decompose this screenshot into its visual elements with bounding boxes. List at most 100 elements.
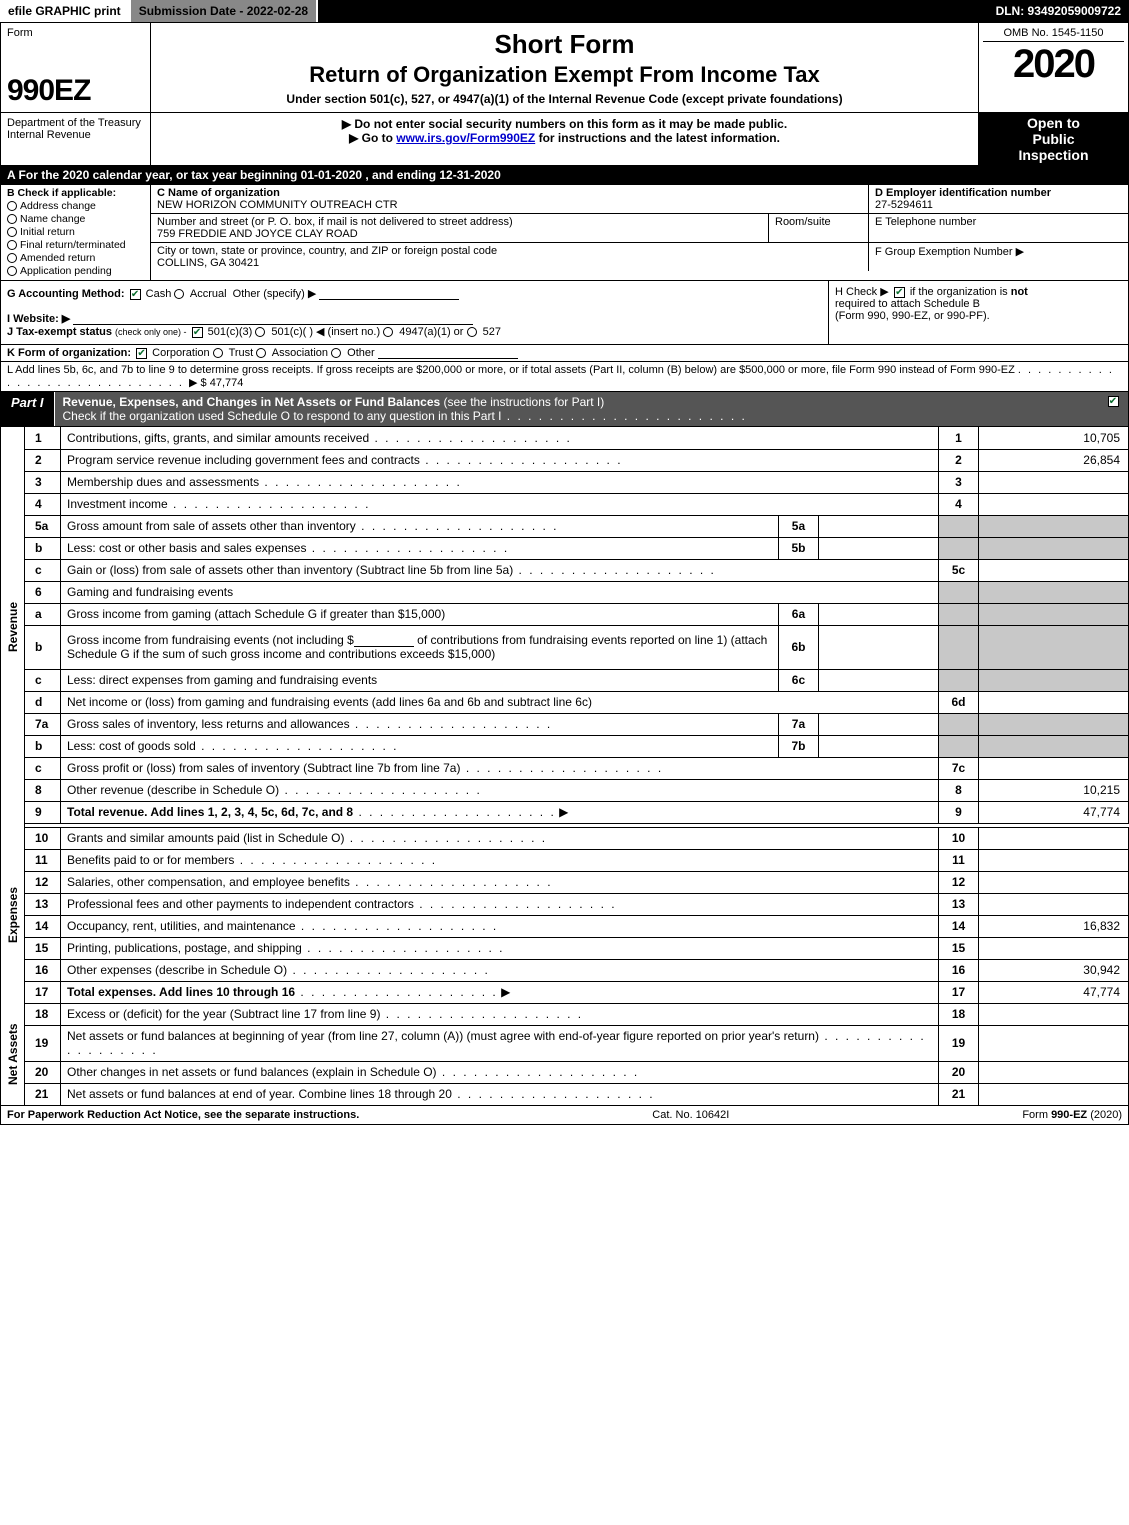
line-6b-desc: Gross income from fundraising events (no… bbox=[61, 625, 779, 669]
line-l-amount: ▶ $ 47,774 bbox=[189, 377, 243, 389]
line-5a-subval bbox=[818, 515, 938, 537]
line-5c-desc: Gain or (loss) from sale of assets other… bbox=[61, 559, 939, 581]
table-row: 9 Total revenue. Add lines 1, 2, 3, 4, 5… bbox=[1, 801, 1129, 823]
row-name-ein: C Name of organization NEW HORIZON COMMU… bbox=[151, 185, 1128, 214]
goto-post: for instructions and the latest informat… bbox=[535, 131, 780, 145]
street-value: 759 FREDDIE AND JOYCE CLAY ROAD bbox=[157, 228, 358, 240]
chk-final-return[interactable]: Final return/terminated bbox=[7, 239, 144, 251]
line-12-col: 12 bbox=[939, 871, 979, 893]
chk-trust[interactable] bbox=[213, 348, 223, 358]
chk-association[interactable] bbox=[256, 348, 266, 358]
open-to-public-block: Open to Public Inspection bbox=[978, 113, 1128, 165]
label-d: D Employer identification number bbox=[875, 187, 1051, 199]
form-word: Form bbox=[7, 27, 144, 39]
line-12-amount bbox=[979, 871, 1129, 893]
cell-ein: D Employer identification number 27-5294… bbox=[868, 185, 1128, 213]
chk-initial-return[interactable]: Initial return bbox=[7, 226, 144, 238]
line-7b-desc: Less: cost of goods sold bbox=[61, 735, 779, 757]
table-row: 21 Net assets or fund balances at end of… bbox=[1, 1083, 1129, 1105]
line-15-col: 15 bbox=[939, 937, 979, 959]
dept-irs: Internal Revenue bbox=[7, 129, 144, 141]
top-bar: efile GRAPHIC print Submission Date - 20… bbox=[0, 0, 1129, 22]
table-row: 14 Occupancy, rent, utilities, and maint… bbox=[1, 915, 1129, 937]
line-6b-sublabel: 6b bbox=[778, 625, 818, 669]
chk-schedule-o-part1[interactable] bbox=[1108, 396, 1119, 407]
line-16-desc: Other expenses (describe in Schedule O) bbox=[61, 959, 939, 981]
line-17-desc: Total expenses. Add lines 10 through 16 … bbox=[61, 981, 939, 1003]
table-row: 17 Total expenses. Add lines 10 through … bbox=[1, 981, 1129, 1003]
line-11-amount bbox=[979, 849, 1129, 871]
line-6c-subval bbox=[818, 669, 938, 691]
line-6b-amount bbox=[979, 625, 1129, 669]
chk-cash[interactable] bbox=[130, 289, 141, 300]
line-1-desc: Contributions, gifts, grants, and simila… bbox=[61, 427, 939, 449]
table-row: Expenses 10 Grants and similar amounts p… bbox=[1, 827, 1129, 849]
line-5b-desc: Less: cost or other basis and sales expe… bbox=[61, 537, 779, 559]
other-org-blank[interactable] bbox=[378, 358, 518, 359]
label-other-specify: Other (specify) ▶ bbox=[233, 288, 317, 300]
chk-4947[interactable] bbox=[383, 327, 393, 337]
line-6c-col bbox=[939, 669, 979, 691]
table-row: 20 Other changes in net assets or fund b… bbox=[1, 1061, 1129, 1083]
line-6a-desc: Gross income from gaming (attach Schedul… bbox=[61, 603, 779, 625]
line-6d-col: 6d bbox=[939, 691, 979, 713]
row-address: Number and street (or P. O. box, if mail… bbox=[151, 214, 1128, 243]
line-7c-num: c bbox=[25, 757, 61, 779]
footer-paperwork: For Paperwork Reduction Act Notice, see … bbox=[7, 1109, 359, 1121]
line-1-num: 1 bbox=[25, 427, 61, 449]
chk-amended-return[interactable]: Amended return bbox=[7, 252, 144, 264]
line-2-col: 2 bbox=[939, 449, 979, 471]
line-5c-num: c bbox=[25, 559, 61, 581]
line-6-amount bbox=[979, 581, 1129, 603]
line-2-desc: Program service revenue including govern… bbox=[61, 449, 939, 471]
label-g: G Accounting Method: bbox=[7, 288, 125, 300]
website-blank[interactable] bbox=[73, 324, 473, 325]
irs-link[interactable]: www.irs.gov/Form990EZ bbox=[396, 131, 535, 145]
block-bcdef: B Check if applicable: Address change Na… bbox=[0, 185, 1129, 281]
line-19-desc: Net assets or fund balances at beginning… bbox=[61, 1025, 939, 1061]
public: Public bbox=[981, 131, 1126, 147]
chk-application-pending[interactable]: Application pending bbox=[7, 265, 144, 277]
form-header: Form 990EZ Short Form Return of Organiza… bbox=[0, 22, 1129, 113]
section-b: B Check if applicable: Address change Na… bbox=[1, 185, 151, 280]
footer-catno: Cat. No. 10642I bbox=[652, 1109, 729, 1121]
line-6d-num: d bbox=[25, 691, 61, 713]
chk-address-change[interactable]: Address change bbox=[7, 200, 144, 212]
ein-value: 27-5294611 bbox=[875, 199, 933, 211]
line-10-col: 10 bbox=[939, 827, 979, 849]
chk-not-required[interactable] bbox=[894, 287, 905, 298]
goto-pre: ▶ Go to bbox=[349, 131, 396, 145]
table-row: 13 Professional fees and other payments … bbox=[1, 893, 1129, 915]
part-1-tab: Part I bbox=[1, 392, 55, 426]
submission-date-label: Submission Date - 2022-02-28 bbox=[131, 0, 318, 22]
chk-other-org[interactable] bbox=[331, 348, 341, 358]
chk-527[interactable] bbox=[467, 327, 477, 337]
line-9-col: 9 bbox=[939, 801, 979, 823]
org-name: NEW HORIZON COMMUNITY OUTREACH CTR bbox=[157, 199, 398, 211]
label-527: 527 bbox=[483, 326, 501, 338]
line-3-col: 3 bbox=[939, 471, 979, 493]
line-18-col: 18 bbox=[939, 1003, 979, 1025]
line-10-amount bbox=[979, 827, 1129, 849]
line-8-amount: 10,215 bbox=[979, 779, 1129, 801]
other-specify-blank[interactable] bbox=[319, 299, 459, 300]
table-row: 12 Salaries, other compensation, and emp… bbox=[1, 871, 1129, 893]
line-6b-subval bbox=[818, 625, 938, 669]
table-row: 8 Other revenue (describe in Schedule O)… bbox=[1, 779, 1129, 801]
form-header-row2: Department of the Treasury Internal Reve… bbox=[0, 113, 1129, 166]
chk-name-change[interactable]: Name change bbox=[7, 213, 144, 225]
chk-accrual[interactable] bbox=[174, 289, 184, 299]
cell-city: City or town, state or province, country… bbox=[151, 243, 868, 271]
table-row: 19 Net assets or fund balances at beginn… bbox=[1, 1025, 1129, 1061]
line-5b-sublabel: 5b bbox=[778, 537, 818, 559]
line-5a-col bbox=[939, 515, 979, 537]
chk-501c[interactable] bbox=[255, 327, 265, 337]
line-7a-amount bbox=[979, 713, 1129, 735]
chk-501c3[interactable] bbox=[192, 327, 203, 338]
line-6d-desc: Net income or (loss) from gaming and fun… bbox=[61, 691, 939, 713]
chk-corporation[interactable] bbox=[136, 348, 147, 359]
line-1-col: 1 bbox=[939, 427, 979, 449]
line-6a-col bbox=[939, 603, 979, 625]
cell-group-exemption: F Group Exemption Number ▶ bbox=[868, 243, 1128, 271]
table-row: Revenue 1 Contributions, gifts, grants, … bbox=[1, 427, 1129, 449]
